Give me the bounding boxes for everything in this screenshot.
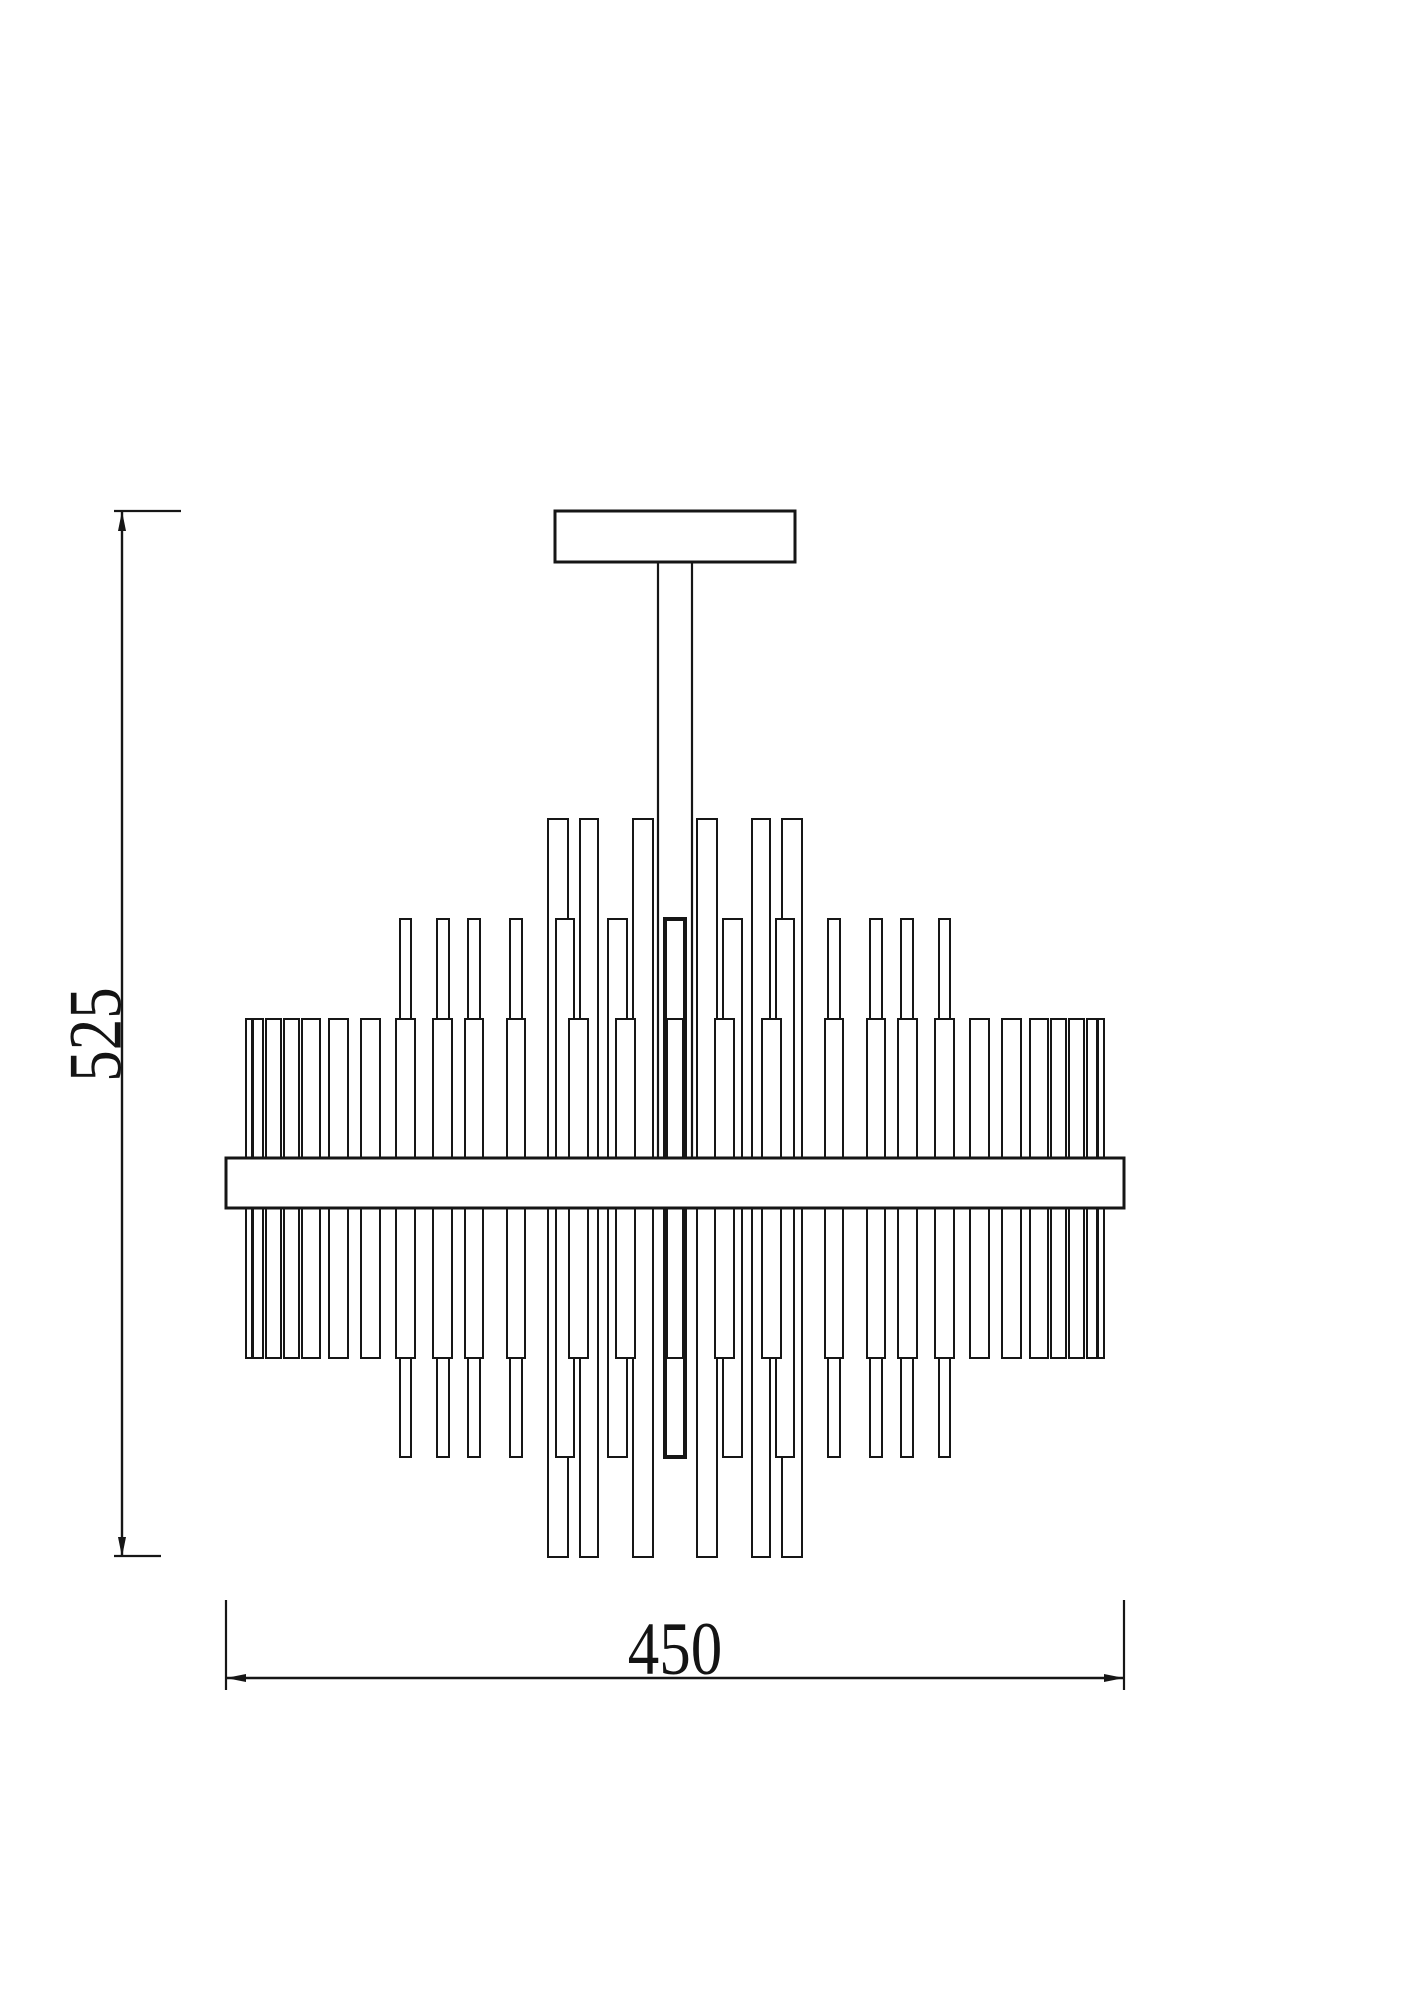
height-dimension-label: 525	[54, 987, 138, 1082]
center-band	[224, 1156, 1126, 1210]
width-dimension-label: 450	[627, 1608, 723, 1691]
width-dimension-arrow	[226, 1674, 246, 1682]
width-dimension-arrow	[1104, 1674, 1124, 1682]
height-dimension-arrow	[118, 1537, 126, 1557]
height-dimension-arrow	[118, 511, 126, 531]
ceiling-canopy	[553, 509, 797, 564]
